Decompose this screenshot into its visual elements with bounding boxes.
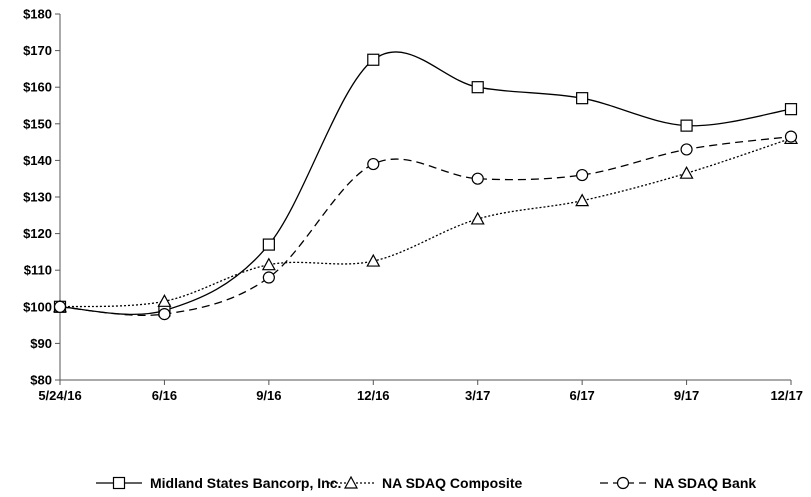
x-tick-label: 3/17 [465,388,490,403]
y-tick-label: $90 [30,336,52,351]
data-point-series-2 [366,253,381,267]
x-axis-ticks: 5/24/16 6/16 9/16 12/16 3/17 6/17 9/17 12/17 [38,380,803,403]
legend-label-3: NA SDAQ Bank [654,475,756,491]
y-tick-label: $80 [30,373,52,388]
data-point-series-3 [262,271,275,284]
data-point-series-3 [576,168,589,182]
x-tick-label: 6/16 [152,388,177,403]
y-tick-label: $140 [23,153,52,168]
data-point-series-2 [679,165,694,179]
y-tick-label: $170 [23,43,52,58]
data-point-series-3 [471,172,484,185]
series-group [52,51,799,321]
legend-marker-1 [112,476,126,490]
y-tick-label: $110 [24,263,52,278]
data-point-series-1 [471,81,484,94]
data-point-series-3 [158,308,171,321]
x-tick-label: 9/17 [674,388,699,403]
axes [59,14,791,381]
x-tick-label: 5/24/16 [38,388,81,403]
x-tick-label: 6/17 [569,388,594,403]
legend-label-1: Midland States Bancorp, Inc. [150,475,341,491]
data-point-series-3 [367,157,380,171]
series-line-1 [59,51,792,316]
legend-marker-3 [616,476,630,490]
data-point-series-1 [262,238,275,251]
data-point-series-2 [261,257,276,271]
legend-label-2: NA SDAQ Composite [382,475,522,491]
x-tick-label: 9/16 [256,388,281,403]
y-tick-label: $180 [23,7,52,22]
series-line-2 [59,137,792,308]
data-point-series-2 [470,211,485,225]
y-tick-label: $130 [23,190,52,205]
data-point-series-2 [575,193,590,207]
data-point-series-1 [367,53,380,66]
y-tick-label: $100 [23,299,52,314]
y-tick-label: $150 [23,116,52,131]
data-point-series-1 [576,92,589,105]
y-tick-label: $120 [23,226,52,241]
data-point-series-3 [680,143,693,156]
data-point-series-1 [784,103,798,116]
data-point-series-3 [784,130,798,143]
legend: Midland States Bancorp, Inc. NA SDAQ Comp… [96,475,756,491]
series-line-3 [59,135,792,317]
legend-marker-2 [343,475,359,489]
x-tick-label: 12/17 [770,388,803,403]
y-tick-label: $160 [23,80,52,95]
x-tick-label: 12/16 [357,388,390,403]
data-point-series-1 [680,119,693,132]
data-point-series-3 [53,300,67,313]
y-axis-ticks: $80 $90 $100 $110 $120 $130 $140 $150 $160 $170 $1… [23,7,60,388]
data-point-series-2 [157,294,172,307]
